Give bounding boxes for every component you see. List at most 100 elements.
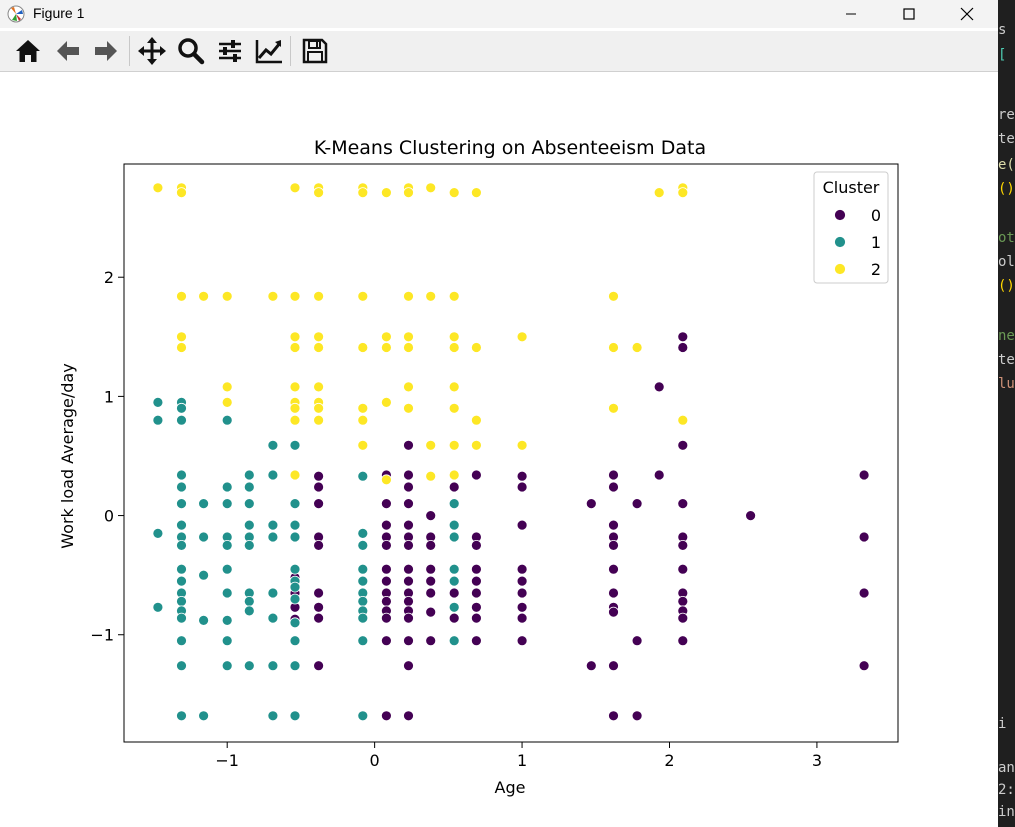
data-point xyxy=(631,342,643,353)
data-point xyxy=(176,498,187,510)
data-point xyxy=(198,615,210,626)
data-point xyxy=(403,710,414,722)
data-point xyxy=(198,569,210,581)
data-point xyxy=(516,331,528,343)
data-point xyxy=(516,563,528,575)
x-axis: −1 0 1 2 3 xyxy=(215,742,822,770)
data-point xyxy=(221,587,233,599)
data-point xyxy=(176,710,187,722)
data-point xyxy=(176,596,187,607)
data-point xyxy=(176,481,187,493)
home-button[interactable] xyxy=(12,35,44,67)
data-point xyxy=(176,402,187,414)
data-point xyxy=(448,531,460,543)
data-point xyxy=(357,596,369,607)
data-point xyxy=(403,635,414,647)
data-point xyxy=(357,539,369,551)
data-point xyxy=(677,439,689,451)
data-point xyxy=(858,587,870,599)
data-point xyxy=(745,510,756,522)
data-point xyxy=(425,182,437,194)
save-button[interactable] xyxy=(299,35,331,67)
data-point xyxy=(470,575,482,587)
data-point xyxy=(448,612,460,624)
code-fragment: re xyxy=(998,107,1015,123)
data-point xyxy=(470,187,482,198)
data-point xyxy=(608,402,619,414)
back-button[interactable] xyxy=(52,35,84,67)
minimize-icon xyxy=(846,13,856,15)
cluster-2-series xyxy=(152,182,689,486)
data-point xyxy=(403,187,414,198)
data-point xyxy=(380,710,392,722)
data-point xyxy=(403,519,414,531)
maximize-button[interactable] xyxy=(886,0,932,28)
legend-marker xyxy=(834,236,846,248)
edit-axis-button[interactable] xyxy=(253,35,285,67)
data-point xyxy=(357,290,369,302)
figure-canvas[interactable]: −1 0 1 2 3 −1 0 1 2 K-Means Clustering on Absen… xyxy=(0,72,998,827)
code-fragment: te xyxy=(998,352,1015,368)
code-fragment: () xyxy=(998,181,1015,197)
data-point xyxy=(516,587,528,599)
data-point xyxy=(380,187,392,198)
data-point xyxy=(357,439,369,451)
data-point xyxy=(152,396,164,408)
data-point xyxy=(608,290,619,302)
data-point xyxy=(448,481,460,493)
code-fragment: s xyxy=(998,22,1007,38)
data-point xyxy=(221,660,233,672)
data-point xyxy=(289,342,301,353)
data-point xyxy=(608,539,619,551)
data-point xyxy=(176,612,187,624)
data-point xyxy=(380,612,392,624)
data-point xyxy=(313,290,325,302)
window-title: Figure 1 xyxy=(33,5,85,21)
configure-subplots-button[interactable] xyxy=(214,35,246,67)
minimize-button[interactable] xyxy=(828,0,874,28)
data-point xyxy=(425,635,437,647)
configure-subplots-icon xyxy=(219,40,241,62)
data-point xyxy=(357,402,369,414)
zoom-button[interactable] xyxy=(175,35,207,67)
data-point xyxy=(380,519,392,531)
data-point xyxy=(289,710,301,722)
data-point xyxy=(289,498,301,510)
data-point xyxy=(403,381,414,393)
data-point xyxy=(243,481,255,493)
forward-button[interactable] xyxy=(90,35,122,67)
data-point xyxy=(425,539,437,551)
data-point xyxy=(470,587,482,599)
pan-button[interactable] xyxy=(136,35,168,67)
data-point xyxy=(403,660,414,672)
data-point xyxy=(176,519,187,531)
data-point xyxy=(267,531,279,543)
data-point xyxy=(448,290,460,302)
data-point xyxy=(313,331,325,343)
data-point xyxy=(198,290,210,302)
close-button[interactable] xyxy=(944,0,990,28)
y-tick-label: 2 xyxy=(104,268,114,287)
data-point xyxy=(176,575,187,587)
data-point xyxy=(313,342,325,353)
data-point xyxy=(448,635,460,647)
data-point xyxy=(243,539,255,551)
save-icon xyxy=(302,38,328,64)
data-point xyxy=(313,414,325,426)
data-point xyxy=(289,563,301,575)
data-point xyxy=(858,660,870,672)
data-point xyxy=(221,414,233,426)
data-point xyxy=(516,575,528,587)
data-point xyxy=(289,593,301,605)
forward-icon xyxy=(95,41,117,61)
title-bar: Figure 1 xyxy=(0,0,998,28)
data-point xyxy=(448,439,460,451)
data-point xyxy=(677,414,689,426)
legend-marker xyxy=(834,263,846,275)
data-point xyxy=(243,596,255,607)
close-icon xyxy=(960,7,974,21)
x-tick-label: 1 xyxy=(517,751,527,770)
data-point xyxy=(221,381,233,393)
data-point xyxy=(403,498,414,510)
